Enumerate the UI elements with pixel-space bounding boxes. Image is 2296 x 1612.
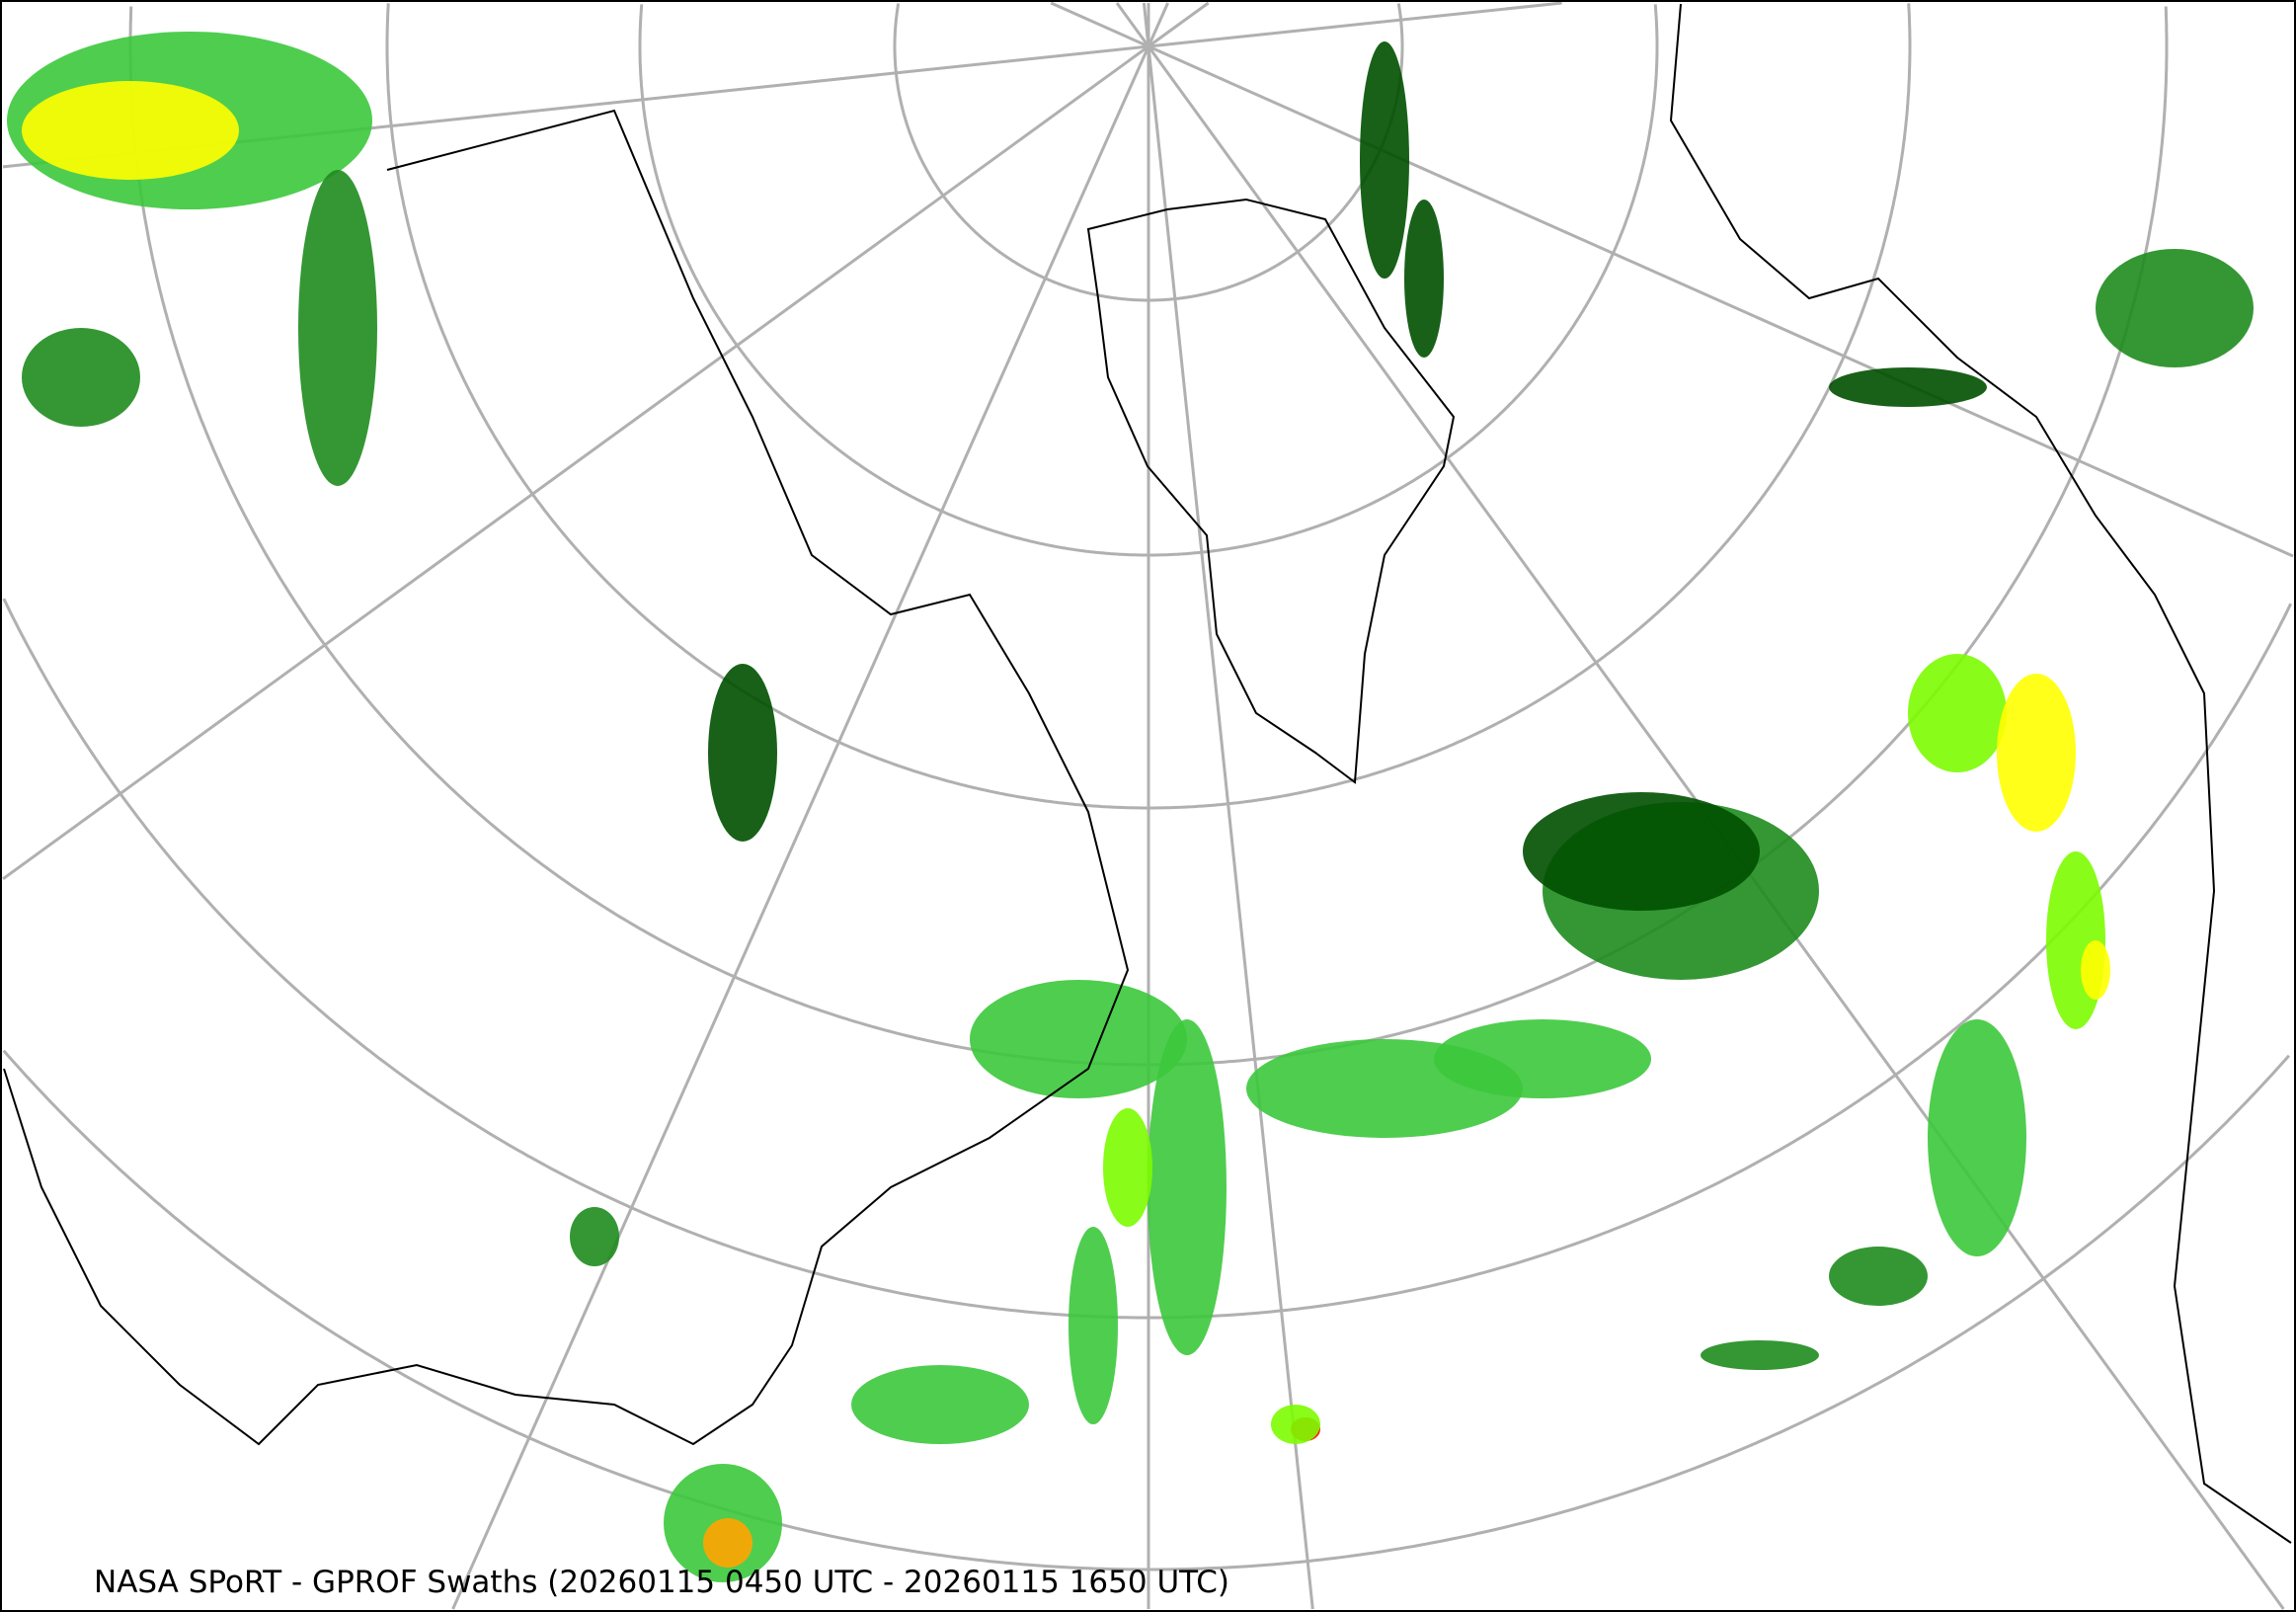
precip-area — [1069, 1227, 1118, 1424]
precip-area — [851, 1365, 1029, 1444]
precip-area — [970, 980, 1187, 1098]
latitude-circle — [385, 3, 1912, 810]
precipitation-swaths — [7, 32, 2254, 1582]
precip-area — [1404, 200, 1444, 358]
precip-area — [1148, 1019, 1227, 1355]
greenland-outline — [1086, 198, 1456, 784]
precip-area — [1103, 1108, 1152, 1227]
meridian-line — [1148, 2, 1562, 48]
latitude-circle — [2, 598, 2293, 1320]
meridian-line — [1148, 44, 2294, 558]
precip-area — [708, 664, 777, 842]
europe-outline — [1669, 3, 2292, 1544]
precip-area — [1928, 1019, 2026, 1256]
precip-area — [1360, 41, 1409, 279]
precip-area — [298, 170, 377, 486]
precip-area — [22, 328, 140, 427]
precip-area — [1829, 367, 1987, 407]
precip-area — [1271, 1405, 1320, 1444]
precip-area — [1829, 1247, 1928, 1306]
latitude-circle — [2, 1049, 2291, 1572]
precip-area — [2046, 851, 2105, 1029]
meridian-line — [1147, 2, 1169, 47]
precip-area — [1701, 1340, 1819, 1370]
meridian-line — [1115, 2, 1150, 47]
precip-area — [1997, 674, 2076, 832]
meridian-line — [2, 44, 1149, 881]
north-america-outline — [3, 109, 1130, 1446]
meridian-line — [1147, 45, 1314, 1610]
precip-area — [703, 1518, 752, 1568]
latitude-circle — [638, 4, 1659, 557]
precip-area — [2081, 940, 2110, 1000]
precip-area — [1523, 792, 1760, 911]
precip-area — [1434, 1019, 1651, 1098]
precip-area — [1908, 654, 2007, 772]
precip-area — [570, 1207, 619, 1266]
coastlines — [3, 3, 2292, 1544]
precip-area — [2096, 249, 2254, 367]
precip-area — [22, 81, 239, 180]
meridian-line — [1148, 2, 1210, 48]
meridian-line — [451, 45, 1150, 1610]
meridian-line — [1050, 2, 1149, 48]
map-title: NASA SPoRT - GPROF Swaths (20260115 0450… — [94, 1565, 1229, 1600]
